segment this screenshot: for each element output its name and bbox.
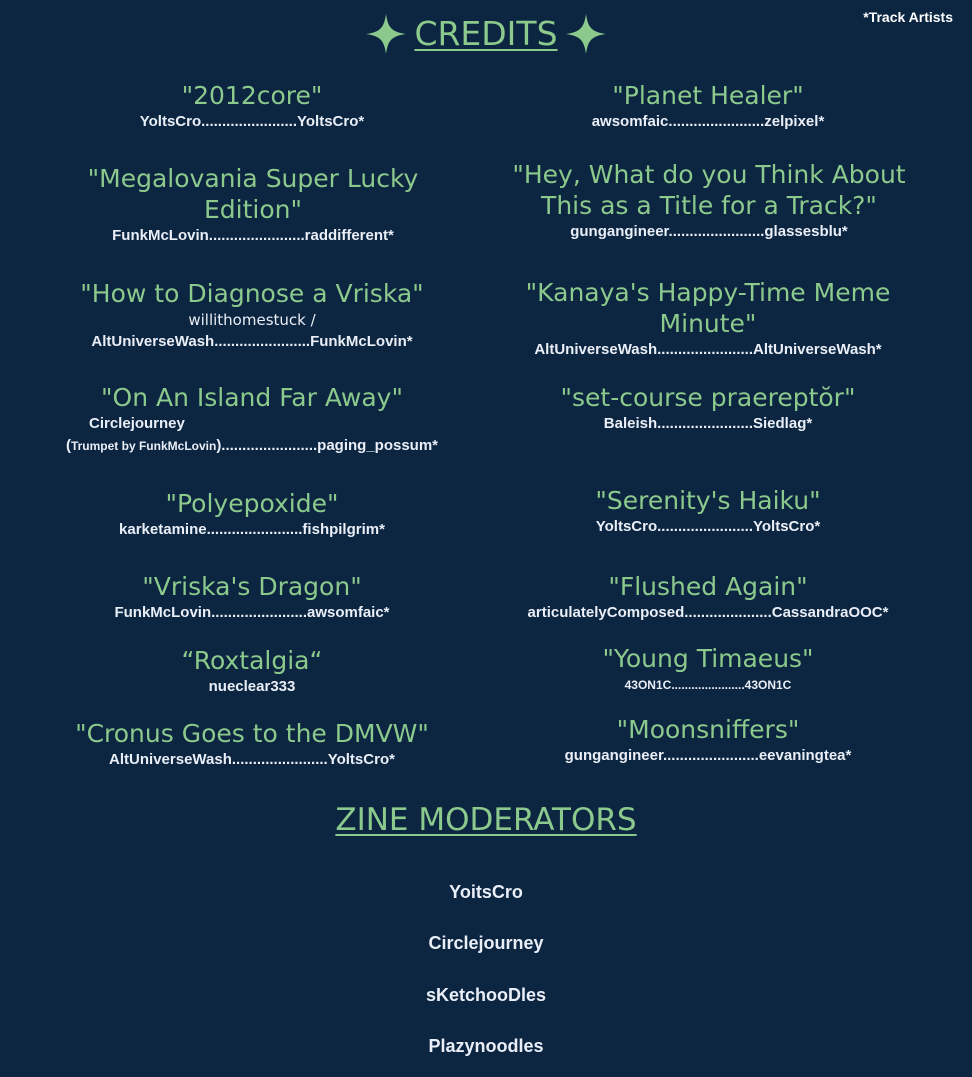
track-credit: FunkMcLovin.......................awsomf… (114, 604, 390, 621)
track-title: "Cronus Goes to the DMVW" (75, 719, 429, 748)
track-credit-line: willithomestuck / (188, 311, 316, 329)
track-artists-note: *Track Artists (863, 9, 953, 25)
track-credit: karketamine.......................fishpi… (119, 521, 385, 538)
credit-note: Trumpet by FunkMcLovin (70, 439, 217, 453)
track-entry: "Kanaya's Happy-Time Meme Minute" AltUni… (512, 277, 904, 361)
track-credit: gungangineer.......................glass… (570, 223, 848, 240)
track-credit: 43ON1C......................43ON1C (624, 678, 792, 692)
track-title: "Polyepoxide" (165, 489, 339, 518)
track-credit: FunkMcLovin.......................raddif… (112, 227, 394, 244)
track-entry: "set-course praereptŏr" Baleish.........… (467, 382, 949, 435)
sparkle-icon (565, 14, 606, 54)
track-credit: YoltsCro.......................YoltsCro* (595, 518, 821, 535)
credit-dots: ).......................paging_possum* (216, 437, 439, 454)
track-title: "On An Island Far Away" (101, 383, 403, 412)
track-credit: (Trumpet by FunkMcLovin)................… (12, 435, 492, 457)
track-entry: "Megalovania Super Lucky Edition" FunkMc… (78, 163, 428, 247)
track-title: "Young Timaeus" (602, 644, 814, 673)
track-entry: “Roxtalgia“ nueclear333 (12, 645, 492, 698)
track-entry: "How to Diagnose a Vriska" willithomestu… (12, 278, 492, 353)
track-title: "Serenity's Haiku" (595, 486, 821, 515)
track-entry: "Hey, What do you Think About This as a … (505, 159, 913, 243)
track-entry: "2012core" YoltsCro.....................… (12, 80, 492, 133)
track-title: "Planet Healer" (612, 81, 804, 110)
track-credit: gungangineer.......................eevan… (564, 747, 852, 764)
track-entry: "Young Timaeus" 43ON1C..................… (467, 643, 949, 696)
track-entry: "Planet Healer" awsomfaic...............… (467, 80, 949, 133)
track-credit: YoltsCro.......................YoltsCro* (139, 113, 365, 130)
track-credit: articulatelyComposed....................… (527, 604, 889, 621)
credit-paren: ( (65, 437, 71, 454)
track-entry: "Flushed Again" articulatelyComposed....… (467, 571, 949, 624)
moderator-name: sKetchooDles (425, 985, 547, 1005)
track-entry: "On An Island Far Away" Circlejourney (T… (12, 382, 492, 457)
track-credit: nueclear333 (208, 678, 296, 695)
track-title: "Megalovania Super Lucky Edition" (87, 164, 419, 224)
track-entry: "Moonsniffers" gungangineer.............… (467, 714, 949, 767)
credits-header: CREDITS (0, 12, 972, 56)
track-credit: awsomfaic.......................zelpixel… (591, 113, 825, 130)
track-credit: Baleish.......................Siedlag* (603, 415, 813, 432)
track-credit: AltUniverseWash.......................Yo… (109, 751, 395, 768)
track-credit: AltUniverseWash.......................Al… (534, 341, 882, 358)
moderator-name: Plazynoodles (428, 1036, 544, 1056)
track-credit-line: Circlejourney (89, 415, 185, 432)
track-title: "Hey, What do you Think About This as a … (512, 160, 906, 220)
track-credits-grid: "2012core" YoltsCro.....................… (12, 80, 949, 771)
track-title: "2012core" (181, 81, 323, 110)
track-title: "How to Diagnose a Vriska" (80, 279, 424, 308)
track-entry: "Polyepoxide" karketamine...............… (12, 488, 492, 541)
sparkle-icon (366, 14, 407, 54)
track-title: "set-course praereptŏr" (560, 383, 856, 412)
track-title: "Flushed Again" (608, 572, 808, 601)
track-credit: AltUniverseWash.......................Fu… (91, 333, 413, 350)
track-title: "Kanaya's Happy-Time Meme Minute" (525, 278, 891, 338)
track-title: "Moonsniffers" (616, 715, 800, 744)
moderator-name: YoitsCro (449, 882, 523, 902)
moderator-name: Circlejourney (428, 933, 544, 953)
track-title: "Vriska's Dragon" (142, 572, 362, 601)
track-entry: "Cronus Goes to the DMVW" AltUniverseWas… (12, 718, 492, 771)
track-title: “Roxtalgia“ (181, 646, 323, 675)
track-entry: "Serenity's Haiku" YoltsCro.............… (467, 485, 949, 538)
credits-title: CREDITS (414, 14, 558, 53)
track-entry: "Vriska's Dragon" FunkMcLovin...........… (12, 571, 492, 624)
zine-moderators-title: ZINE MODERATORS (335, 802, 637, 838)
